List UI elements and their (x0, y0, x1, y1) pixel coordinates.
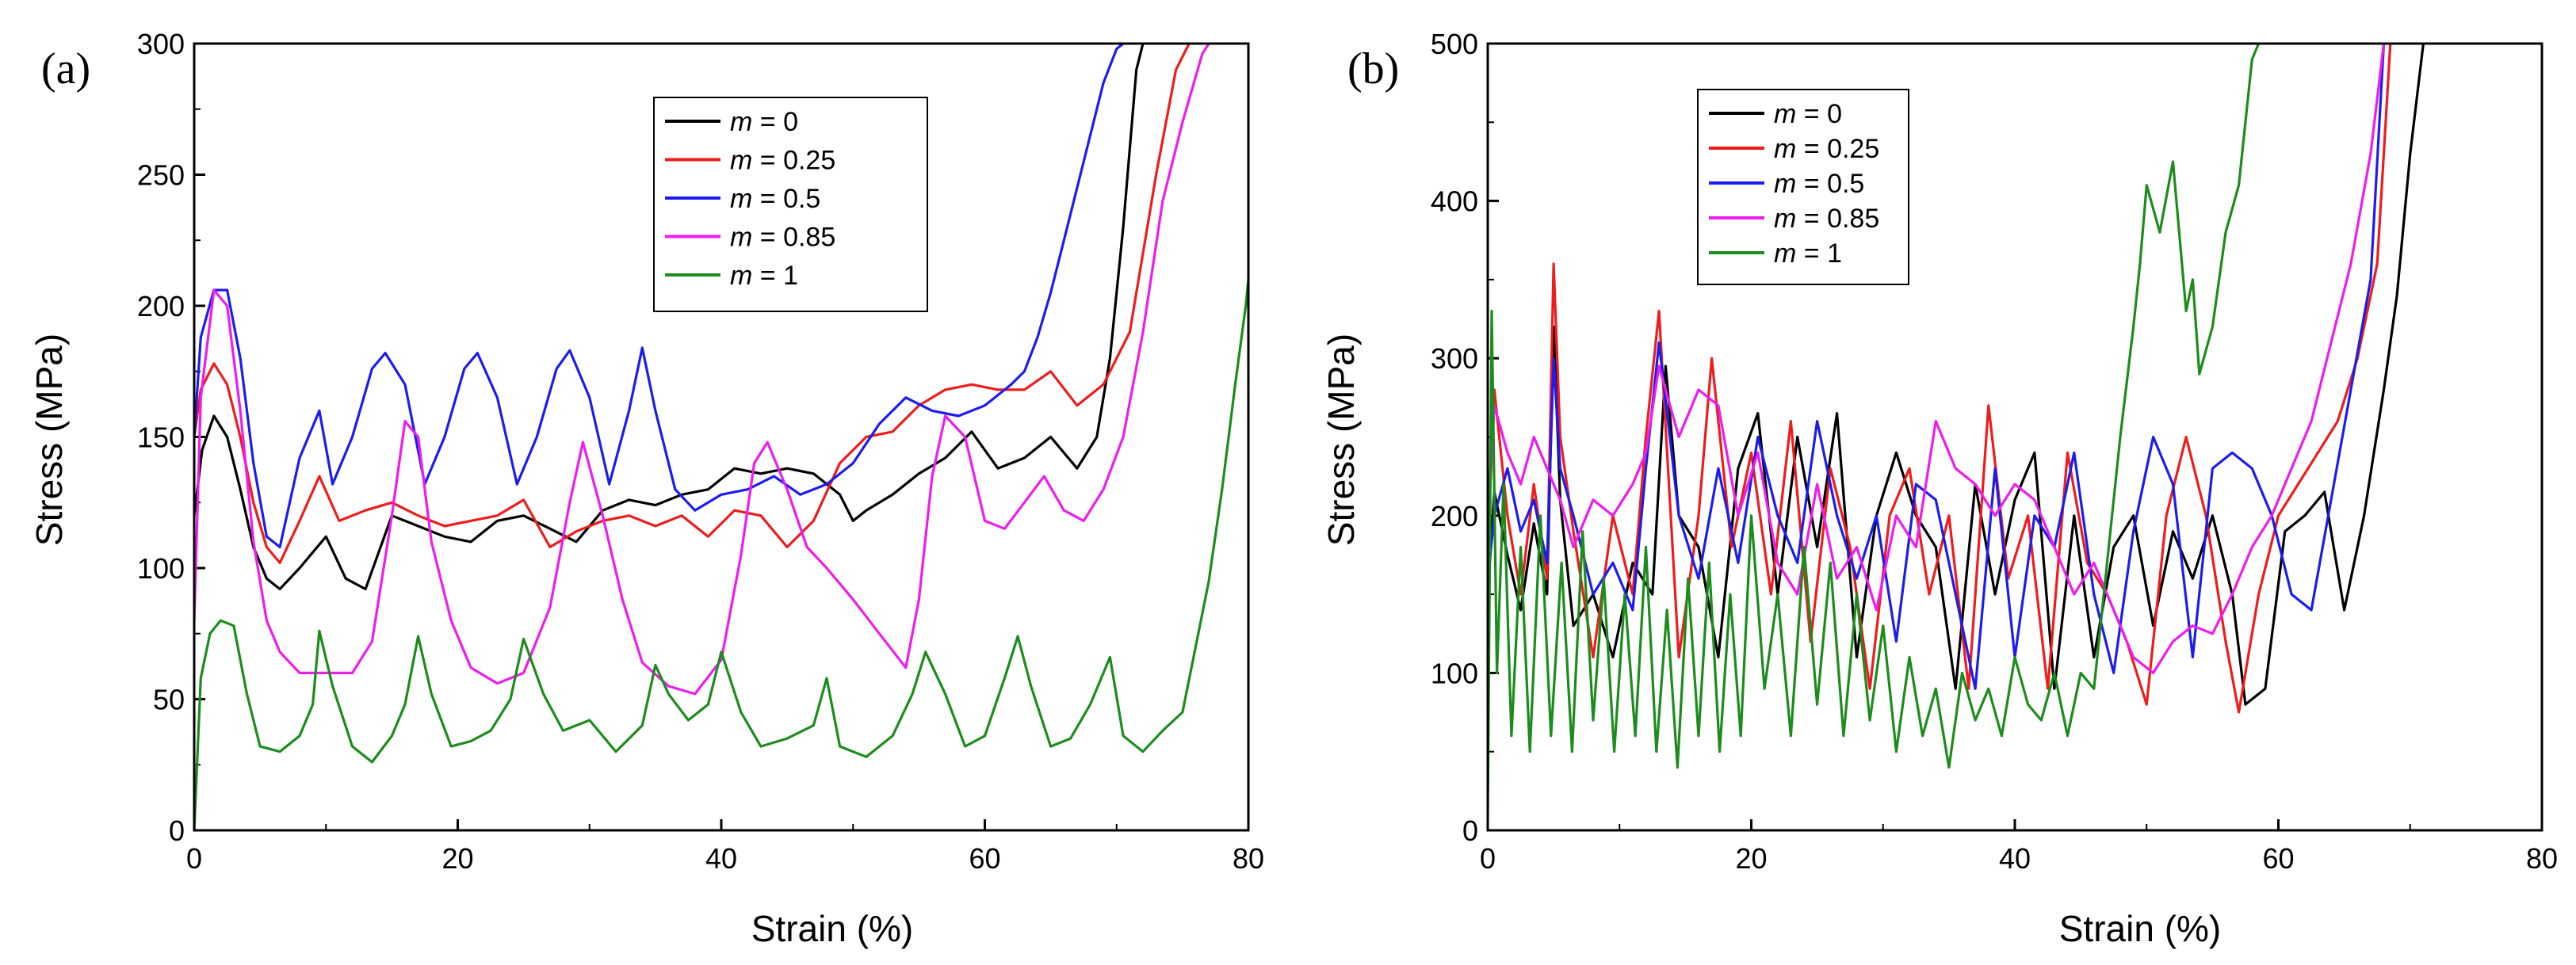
legend-entry-label: m = 0 (730, 107, 798, 137)
legend-entry-label: m = 0.25 (730, 146, 835, 176)
series-line-3 (1488, 44, 2386, 690)
panel-label-a: (a) (41, 44, 90, 93)
y-tick-label: 50 (153, 684, 185, 716)
legend-variable: m (1774, 238, 1796, 269)
y-tick-label: 200 (1431, 500, 1478, 532)
legend-value: = 0 (1796, 99, 1842, 129)
chart-panel-a: (a) Strain (%) Stress (MPa) 0 20 40 60 80 0 50… (29, 28, 1264, 949)
legend-variable: m (730, 223, 752, 253)
x-tick-label: 60 (2262, 842, 2294, 875)
legend-variable: m (730, 107, 752, 137)
legend-variable: m (1774, 134, 1796, 164)
y-tick-label: 0 (1462, 814, 1478, 847)
y-tick-label: 100 (1431, 657, 1478, 689)
series-line-2 (194, 44, 1191, 565)
legend-entry-label: m = 0.85 (730, 223, 835, 253)
x-tick-label: 20 (441, 842, 473, 875)
y-tick-label: 150 (137, 421, 185, 454)
x-tick-label: 60 (969, 842, 1000, 875)
legend-value: = 0.85 (1796, 204, 1879, 234)
y-tick-label: 500 (1431, 28, 1478, 60)
series-line-2 (1488, 44, 2392, 714)
series-line-4 (194, 44, 1210, 696)
x-tick-label: 80 (1233, 842, 1264, 875)
plot-frame-a (193, 42, 1250, 832)
legend-a: m = 0m = 0.25m = 0.5m = 0.85m = 1 (653, 97, 928, 312)
legend-value: = 1 (1796, 238, 1842, 269)
y-tick-label: 250 (137, 159, 185, 192)
legend-variable: m (1774, 204, 1796, 234)
series-line-4 (1488, 44, 2386, 675)
legend-value: = 0.85 (752, 223, 835, 253)
x-tick-label: 20 (1735, 842, 1767, 875)
series-line-5 (194, 278, 1248, 830)
legend-value: = 1 (752, 261, 798, 291)
legend-value: = 0 (752, 107, 798, 137)
x-tick-label: 40 (1999, 842, 2031, 875)
chart-panel-b: (b) Strain (%) Stress (MPa) 0 20 40 60 80 0 10… (1320, 28, 2558, 949)
panel-label-b: (b) (1347, 44, 1399, 93)
x-tick-label: 0 (1480, 842, 1496, 875)
legend-entry-label: m = 0.25 (1774, 134, 1879, 164)
legend-value: = 0.25 (1796, 134, 1879, 164)
x-axis-title-a: Strain (%) (751, 908, 913, 949)
x-tick-label: 80 (2526, 842, 2558, 875)
y-axis-title-b: Stress (MPa) (1320, 334, 1362, 546)
legend-b: m = 0m = 0.25m = 0.5m = 0.85m = 1 (1697, 89, 1909, 285)
legend-entry-label: m = 0.5 (1774, 169, 1864, 199)
y-tick-label: 400 (1431, 185, 1478, 218)
legend-value: = 0.5 (1796, 169, 1864, 199)
y-axis-title-a: Stress (MPa) (29, 334, 70, 546)
y-tick-label: 300 (137, 28, 185, 60)
legend-entry-label: m = 1 (730, 261, 798, 291)
legend-entry-label: m = 0 (1774, 99, 1842, 129)
series-line-1 (1488, 44, 2425, 706)
y-tick-label: 200 (137, 290, 185, 322)
legend-variable: m (730, 261, 752, 291)
x-tick-label: 40 (705, 842, 737, 875)
x-tick-label: 0 (186, 842, 202, 875)
legend-variable: m (730, 146, 752, 176)
legend-variable: m (730, 184, 752, 214)
y-tick-label: 0 (169, 814, 185, 847)
legend-entry-label: m = 1 (1774, 238, 1842, 269)
legend-variable: m (1774, 99, 1796, 129)
series-line-5 (1488, 44, 2261, 816)
series-line-1 (194, 44, 1145, 591)
y-tick-label: 300 (1431, 342, 1478, 375)
legend-value: = 0.5 (752, 184, 820, 214)
legend-entry-label: m = 0.85 (1774, 204, 1879, 234)
series-line-3 (194, 44, 1125, 549)
x-axis-title-b: Strain (%) (2059, 908, 2221, 949)
plot-frame-b (1486, 42, 2544, 832)
legend-variable: m (1774, 169, 1796, 199)
legend-entry-label: m = 0.5 (730, 184, 820, 214)
y-tick-label: 100 (137, 552, 185, 585)
legend-value: = 0.25 (752, 146, 835, 176)
